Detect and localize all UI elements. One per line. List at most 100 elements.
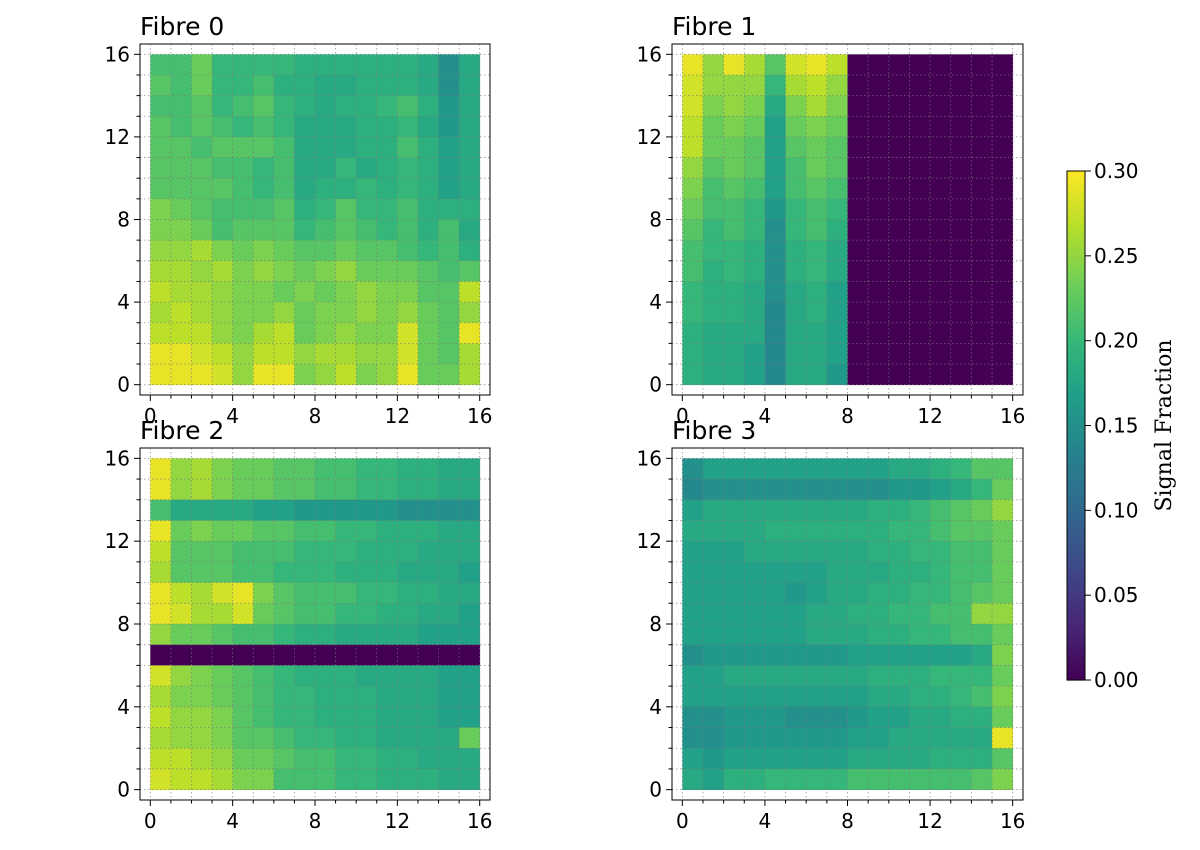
- heatmap-cell: [438, 198, 460, 220]
- y-tick-label: 4: [649, 290, 662, 314]
- y-tick-label: 0: [117, 778, 130, 802]
- heatmap-cell: [847, 603, 869, 625]
- heatmap-cell: [992, 665, 1014, 687]
- heatmap-cell: [971, 479, 993, 501]
- heatmap-cell: [459, 95, 481, 117]
- heatmap-cell: [930, 541, 952, 563]
- heatmap-cell: [806, 281, 828, 303]
- heatmap-cell: [971, 74, 993, 97]
- heatmap-cell: [356, 603, 378, 625]
- heatmap-cell: [868, 364, 890, 386]
- heatmap-cell: [170, 748, 192, 770]
- heatmap-cell: [253, 178, 275, 200]
- heatmap-cell: [764, 748, 786, 770]
- heatmap-cell: [992, 136, 1014, 158]
- heatmap-cell: [909, 686, 931, 708]
- colorbar-segment: [1067, 446, 1085, 452]
- heatmap-cell: [212, 582, 234, 604]
- heatmap-cell: [232, 561, 254, 583]
- colorbar-segment: [1067, 637, 1085, 643]
- heatmap-cell: [868, 644, 890, 666]
- heatmap-cell: [868, 541, 890, 563]
- heatmap-cell: [723, 706, 745, 728]
- heatmap-cell: [930, 768, 952, 791]
- heatmap-cell: [764, 54, 786, 76]
- heatmap-cell: [273, 95, 295, 117]
- heatmap-cell: [150, 136, 172, 158]
- heatmap-cell: [459, 322, 481, 344]
- heatmap-cell: [273, 74, 295, 97]
- heatmap-cell: [682, 116, 704, 138]
- heatmap-cell: [930, 198, 952, 220]
- heatmap-cell: [397, 116, 419, 138]
- colorbar-segment: [1067, 607, 1085, 613]
- heatmap-cell: [909, 748, 931, 770]
- heatmap-cell: [417, 458, 439, 480]
- heatmap-cell: [150, 665, 172, 687]
- heatmap-cell: [992, 686, 1014, 708]
- heatmap-cell: [806, 520, 828, 542]
- colorbar-segment: [1067, 629, 1085, 634]
- heatmap-cell: [930, 343, 952, 365]
- heatmap-cell: [212, 219, 234, 241]
- heatmap-cell: [702, 458, 725, 480]
- heatmap-cell: [294, 322, 316, 344]
- colorbar-segment: [1067, 535, 1085, 541]
- heatmap-cell: [971, 240, 993, 262]
- heatmap-cell: [438, 364, 460, 386]
- colorbar-segment: [1067, 183, 1085, 189]
- heatmap-cell: [191, 624, 213, 646]
- heatmap-cell: [764, 727, 786, 749]
- colorbar-segment: [1067, 429, 1085, 435]
- heatmap-cell: [273, 364, 295, 386]
- heatmap-cell: [950, 95, 972, 117]
- colorbar-segment: [1067, 302, 1085, 308]
- heatmap-cell: [253, 541, 275, 563]
- heatmap-cell: [930, 665, 952, 687]
- heatmap-cell: [459, 364, 481, 386]
- colorbar-segment: [1067, 518, 1085, 524]
- heatmap-cell: [150, 281, 172, 303]
- heatmap-cell: [191, 198, 213, 220]
- heatmap-cell: [191, 582, 213, 604]
- heatmap-cell: [847, 116, 869, 138]
- heatmap-cell: [315, 748, 336, 770]
- heatmap-cell: [682, 364, 704, 386]
- heatmap-cell: [376, 343, 398, 365]
- heatmap-cell: [294, 74, 316, 97]
- heatmap-cell: [356, 178, 378, 200]
- heatmap-cell: [294, 136, 316, 158]
- heatmap-cell: [723, 520, 745, 542]
- heatmap-cell: [273, 458, 295, 480]
- heatmap-cell: [682, 768, 704, 791]
- colorbar-segment: [1067, 332, 1085, 338]
- heatmap-cell: [785, 178, 807, 200]
- heatmap-cell: [273, 603, 295, 625]
- heatmap-cell: [992, 706, 1014, 728]
- heatmap-cell: [785, 624, 807, 646]
- heatmap-cell: [744, 624, 766, 646]
- heatmap-cell: [868, 74, 890, 97]
- heatmap-cell: [806, 644, 828, 666]
- y-tick-label: 16: [637, 42, 662, 66]
- x-tick-label: 16: [467, 404, 492, 428]
- heatmap-cell: [170, 624, 192, 646]
- y-tick-label: 8: [649, 612, 662, 636]
- colorbar-segment: [1067, 667, 1085, 673]
- heatmap-cell: [723, 322, 745, 344]
- colorbar-segment: [1067, 552, 1085, 558]
- heatmap-cell: [376, 364, 398, 386]
- heatmap-cell: [356, 479, 378, 501]
- heatmap-cell: [356, 706, 378, 728]
- heatmap-cell: [806, 541, 828, 563]
- heatmap-cell: [212, 240, 234, 262]
- heatmap-cell: [888, 302, 910, 324]
- heatmap-cell: [888, 198, 910, 220]
- colorbar-segment: [1067, 472, 1085, 477]
- heatmap-cell: [764, 582, 786, 604]
- heatmap-cell: [438, 240, 460, 262]
- heatmap-cell: [847, 157, 869, 179]
- heatmap-cell: [273, 727, 295, 749]
- heatmap-cell: [170, 644, 192, 666]
